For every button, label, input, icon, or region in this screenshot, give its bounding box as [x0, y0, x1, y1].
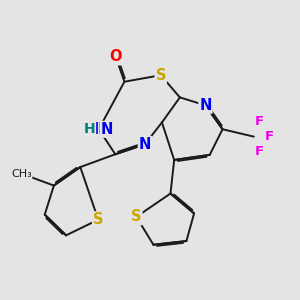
Text: F: F: [265, 130, 274, 143]
Text: N: N: [199, 98, 212, 113]
Text: CH₃: CH₃: [11, 169, 32, 178]
Text: F: F: [254, 145, 263, 158]
Text: F: F: [254, 115, 263, 128]
Text: N: N: [139, 137, 151, 152]
Text: S: S: [131, 209, 142, 224]
Text: HN: HN: [86, 122, 111, 137]
Text: N: N: [100, 122, 113, 137]
Text: S: S: [93, 212, 104, 227]
Text: O: O: [110, 50, 122, 64]
Text: S: S: [156, 68, 166, 83]
Text: H: H: [84, 122, 95, 136]
